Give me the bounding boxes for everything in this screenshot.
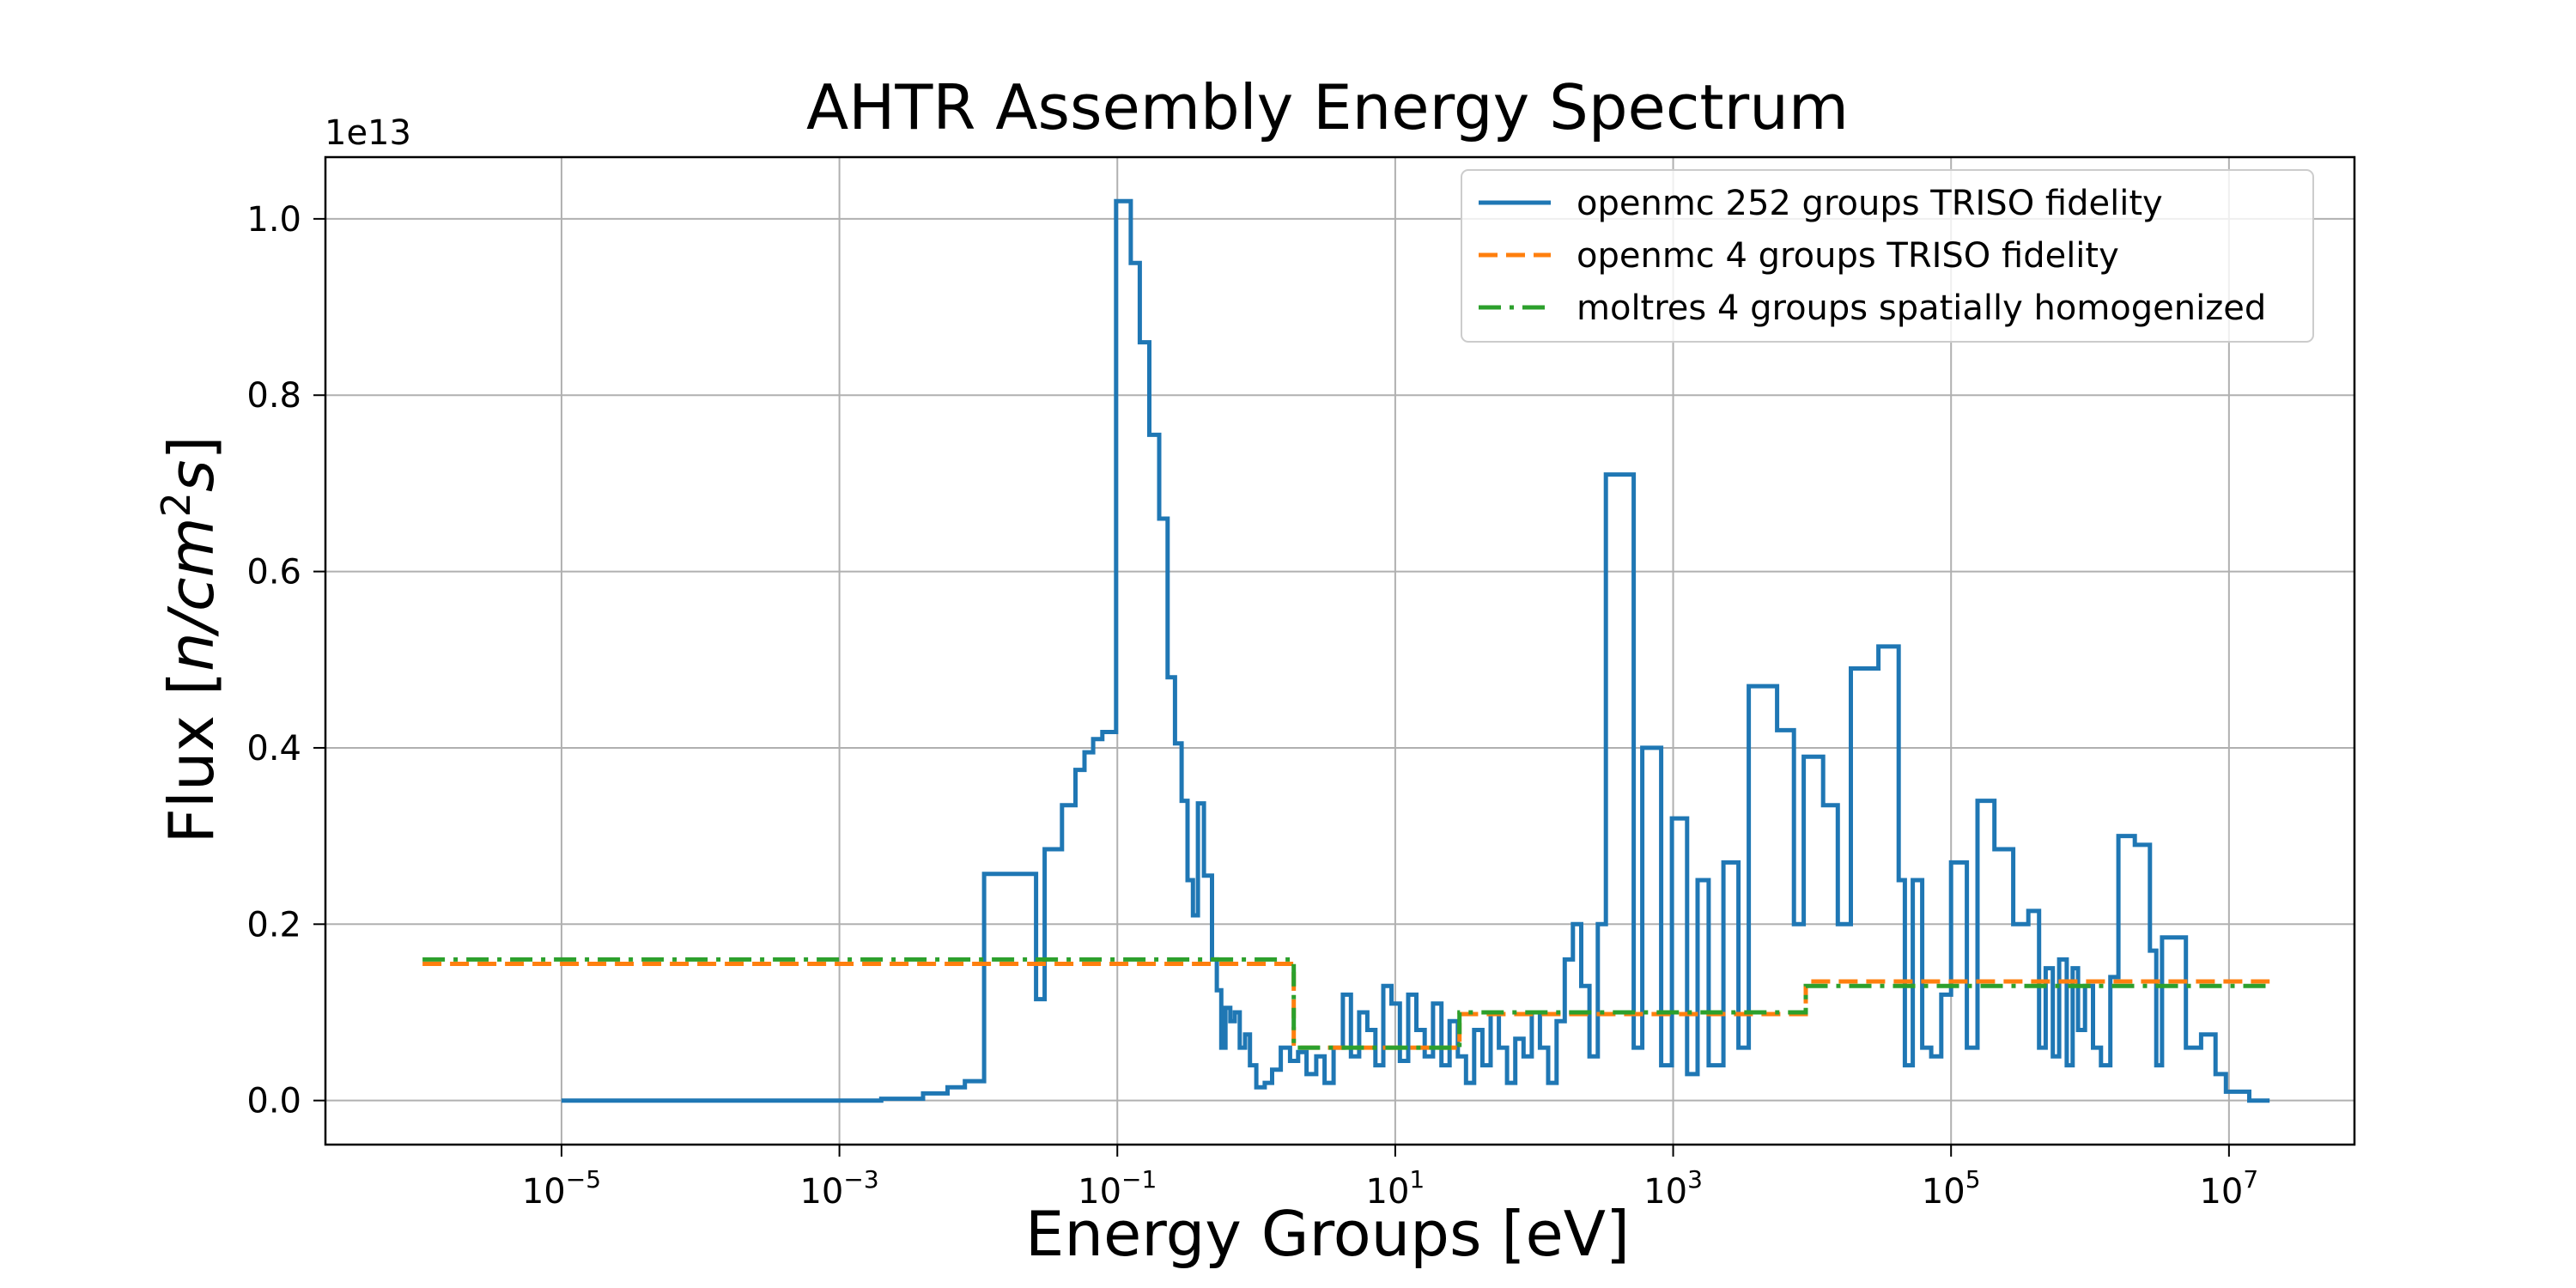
x-axis-label: Energy Groups [eV] bbox=[1025, 1198, 1630, 1270]
y-tick-label: 1.0 bbox=[246, 200, 301, 240]
x-tick-label: 107 bbox=[2199, 1165, 2258, 1212]
y-tick-label: 0.8 bbox=[246, 376, 301, 416]
x-tick-label: 105 bbox=[1922, 1165, 1981, 1212]
y-label-close: ] bbox=[155, 435, 228, 459]
legend: openmc 252 groups TRISO fidelity openmc … bbox=[1461, 169, 2314, 343]
y-tick-label: 0.6 bbox=[246, 553, 301, 592]
axis-ticks: 10−5 10−3 10−1 101 103 105 107 0.0 0.2 0.4 0.6 0.8 1… bbox=[246, 200, 2258, 1212]
series-line-openmc-252 bbox=[561, 198, 2270, 1103]
series-layer bbox=[422, 198, 2270, 1103]
y-tick-label: 0.4 bbox=[246, 729, 301, 769]
x-tick-label: 10−5 bbox=[522, 1165, 601, 1212]
y-label-sup: 2 bbox=[153, 492, 199, 517]
series-line-moltres-4 bbox=[422, 957, 2270, 1050]
y-tick-label: 0.0 bbox=[246, 1082, 301, 1121]
y-label-n: n bbox=[155, 632, 228, 671]
legend-label-openmc-4: openmc 4 groups TRISO fidelity bbox=[1577, 236, 2119, 276]
chart-title: AHTR Assembly Energy Spectrum bbox=[806, 71, 1849, 143]
y-axis-label: Flux [n/cm2s] bbox=[153, 435, 228, 843]
legend-label-moltres-4: moltres 4 groups spatially homogenized bbox=[1577, 289, 2266, 328]
x-tick-label: 103 bbox=[1643, 1165, 1703, 1212]
legend-box bbox=[1461, 169, 2314, 343]
y-label-s: s bbox=[155, 460, 228, 493]
legend-label-openmc-252: openmc 252 groups TRISO fidelity bbox=[1577, 184, 2163, 223]
x-tick-label: 10−1 bbox=[1078, 1165, 1157, 1212]
plot-area-frame bbox=[324, 155, 2356, 1146]
x-tick-label: 101 bbox=[1366, 1165, 1425, 1212]
y-tick-label: 0.2 bbox=[246, 905, 301, 945]
y-offset-label: 1e13 bbox=[325, 113, 411, 153]
y-label-lead: Flux [ bbox=[155, 671, 228, 844]
x-tick-label: 10−3 bbox=[799, 1165, 878, 1212]
y-label-cm: cm bbox=[155, 517, 228, 611]
